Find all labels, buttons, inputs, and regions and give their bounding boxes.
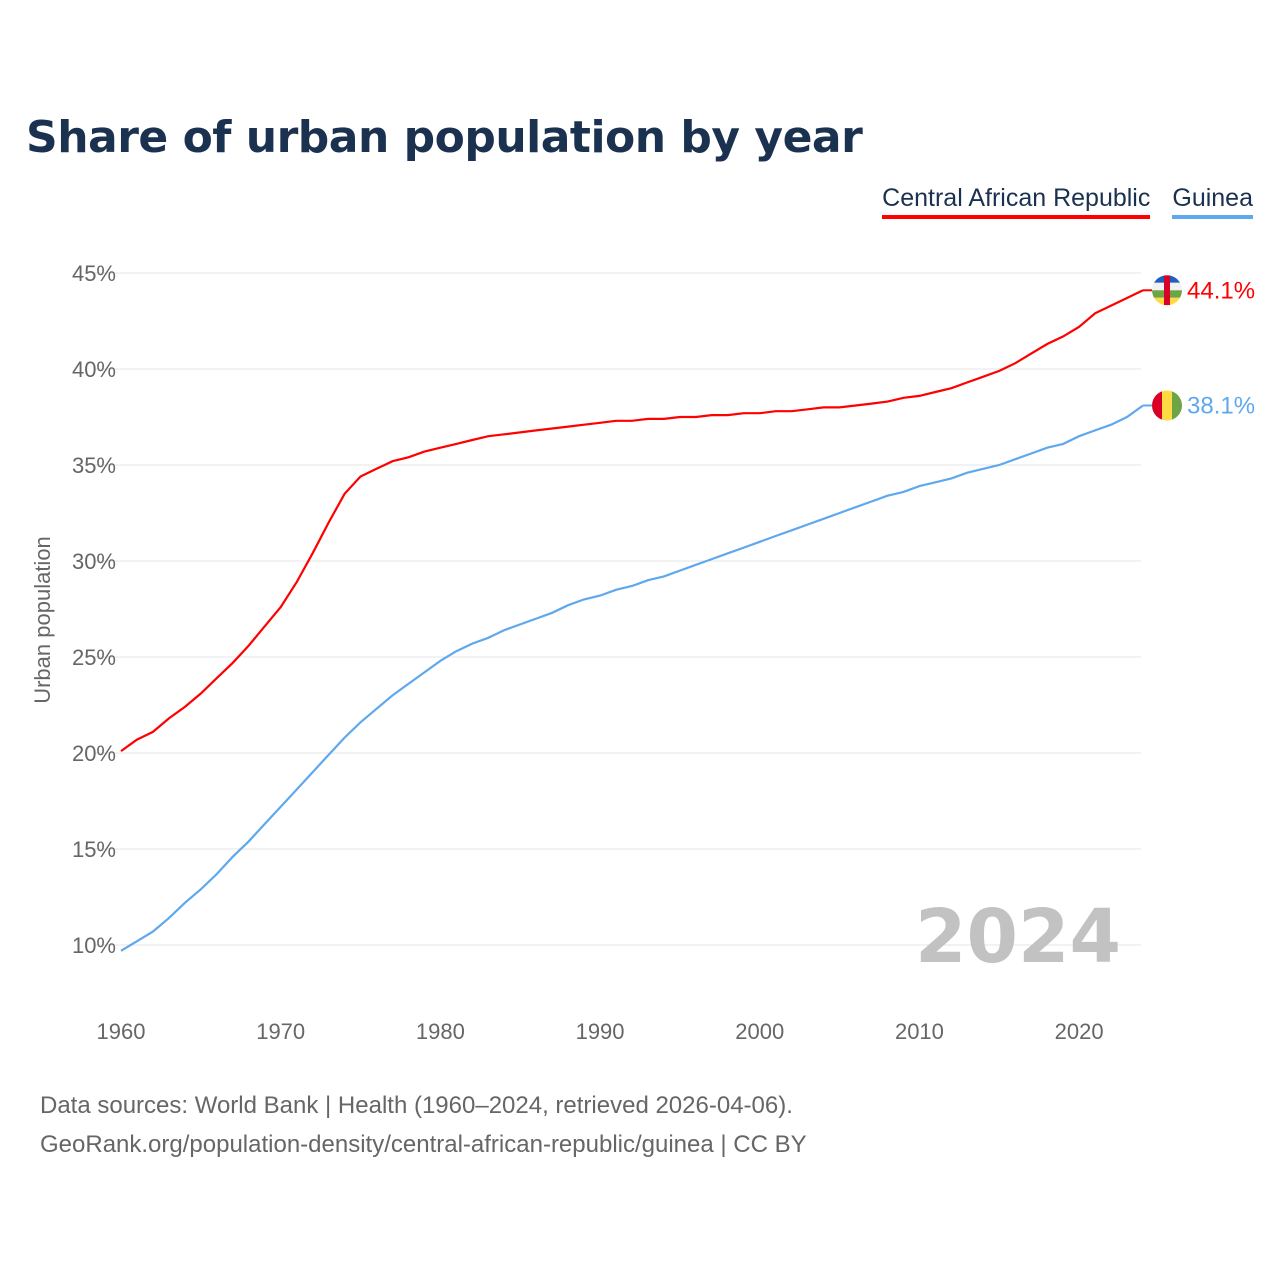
series-line-central-african-republic	[120, 289, 1144, 752]
y-tick-label: 20%	[72, 741, 116, 766]
y-tick-label: 45%	[72, 261, 116, 286]
y-tick-label: 25%	[72, 645, 116, 670]
x-tick-label: 1990	[576, 1019, 625, 1044]
legend: Central African Republic Guinea	[882, 184, 1253, 219]
chart-title: Share of urban population by year	[26, 112, 863, 163]
y-tick-label: 15%	[72, 837, 116, 862]
x-tick-label: 2020	[1055, 1019, 1104, 1044]
source-url[interactable]: GeoRank.org/population-density/central-a…	[40, 1131, 807, 1158]
y-axis-label: Urban population	[30, 536, 55, 704]
y-tick-label: 35%	[72, 453, 116, 478]
series-line-guinea	[120, 404, 1144, 952]
end-value-label: 44.1%	[1187, 277, 1255, 304]
footer: Data sources: World Bank | Health (1960–…	[40, 1086, 807, 1164]
legend-item-guinea[interactable]: Guinea	[1172, 184, 1253, 219]
y-tick-label: 10%	[72, 933, 116, 958]
legend-item-central-african-republic[interactable]: Central African Republic	[882, 184, 1151, 219]
x-tick-label: 1980	[416, 1019, 465, 1044]
data-source-note: Data sources: World Bank | Health (1960–…	[40, 1092, 793, 1119]
y-tick-label: 30%	[72, 549, 116, 574]
central-african-republic-flag-icon	[1152, 275, 1182, 306]
y-tick-label: 40%	[72, 357, 116, 382]
end-value-label: 38.1%	[1187, 392, 1255, 419]
x-tick-label: 1970	[256, 1019, 305, 1044]
x-tick-label: 2000	[735, 1019, 784, 1044]
x-tick-label: 1960	[97, 1019, 146, 1044]
guinea-flag-icon	[1152, 390, 1182, 421]
x-tick-label: 2010	[895, 1019, 944, 1044]
year-watermark: 2024	[915, 894, 1121, 980]
